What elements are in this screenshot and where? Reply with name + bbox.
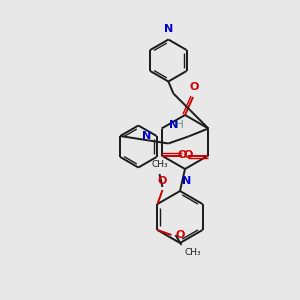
Text: N: N — [164, 25, 173, 34]
Text: H: H — [176, 119, 183, 130]
Text: N: N — [142, 131, 152, 141]
Text: CH₃: CH₃ — [151, 160, 168, 169]
Text: O: O — [177, 151, 186, 160]
Text: CH₃: CH₃ — [184, 248, 201, 257]
Text: N: N — [169, 119, 178, 130]
Text: O: O — [189, 82, 199, 92]
Text: N: N — [182, 176, 192, 186]
Text: O: O — [158, 176, 167, 186]
Text: O: O — [176, 230, 185, 240]
Text: O: O — [184, 151, 193, 160]
